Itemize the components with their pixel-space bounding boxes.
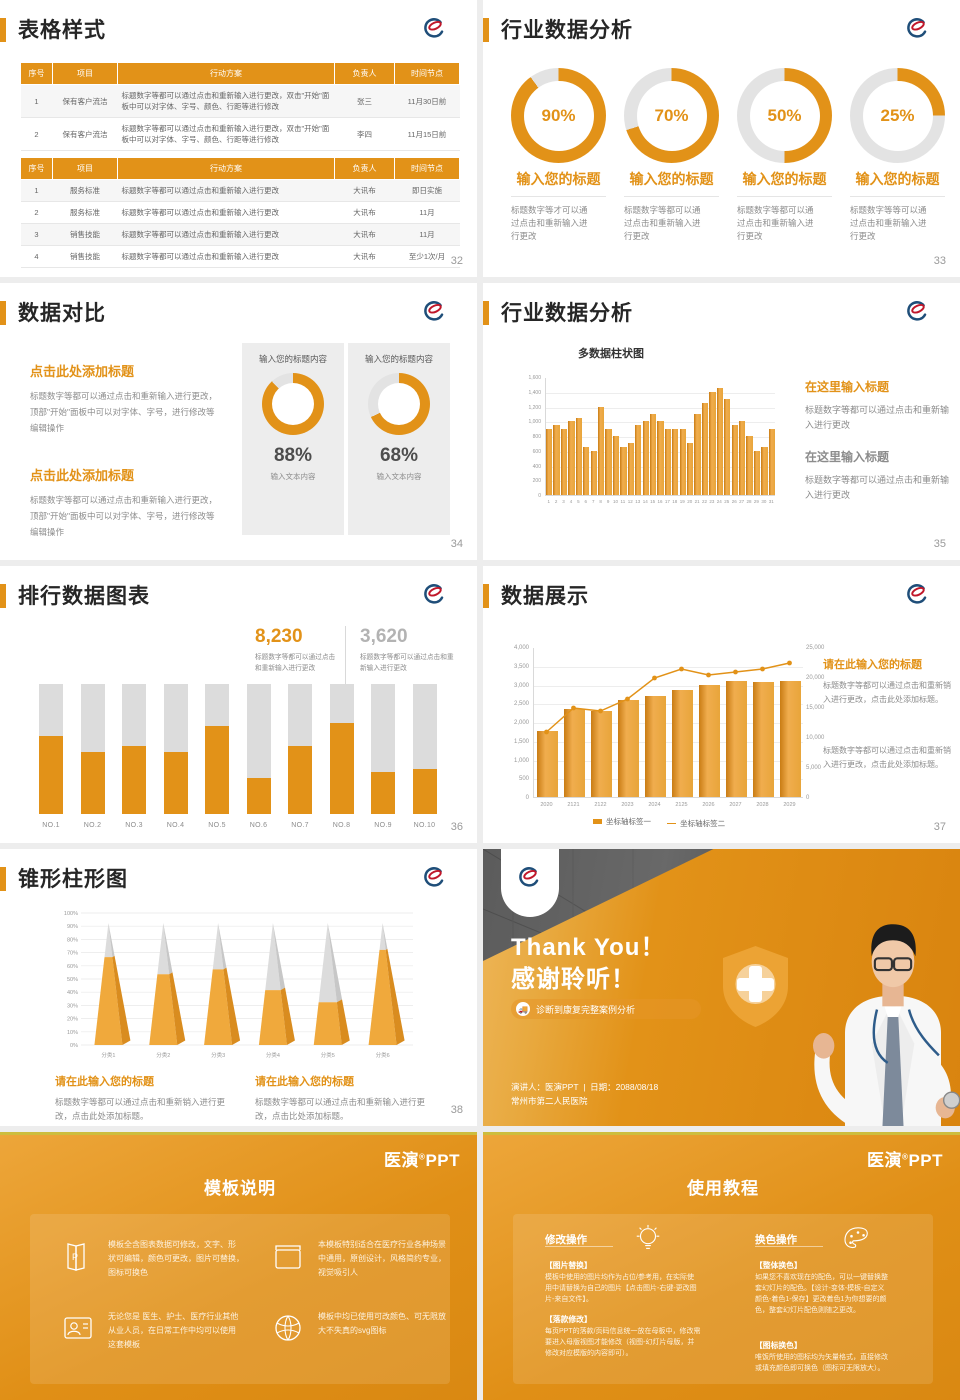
svg-text:分类3: 分类3	[211, 1051, 225, 1059]
svg-text:分类1: 分类1	[101, 1051, 115, 1059]
svg-text:20%: 20%	[67, 1017, 78, 1023]
svg-text:80%: 80%	[67, 937, 78, 943]
svg-text:分类2: 分类2	[156, 1051, 170, 1059]
svg-text:50%: 50%	[67, 977, 78, 983]
svg-text:30%: 30%	[67, 1003, 78, 1009]
svg-text:分类5: 分类5	[321, 1051, 335, 1059]
svg-text:100%: 100%	[64, 911, 78, 917]
svg-text:70%: 70%	[67, 951, 78, 957]
svg-text:90%: 90%	[67, 924, 78, 930]
svg-text:0%: 0%	[70, 1043, 78, 1049]
svg-text:分类6: 分类6	[376, 1051, 390, 1059]
svg-text:分类4: 分类4	[266, 1051, 280, 1059]
svg-text:10%: 10%	[67, 1030, 78, 1036]
svg-text:60%: 60%	[67, 964, 78, 970]
svg-text:40%: 40%	[67, 990, 78, 996]
svg-text:P: P	[72, 1252, 78, 1262]
